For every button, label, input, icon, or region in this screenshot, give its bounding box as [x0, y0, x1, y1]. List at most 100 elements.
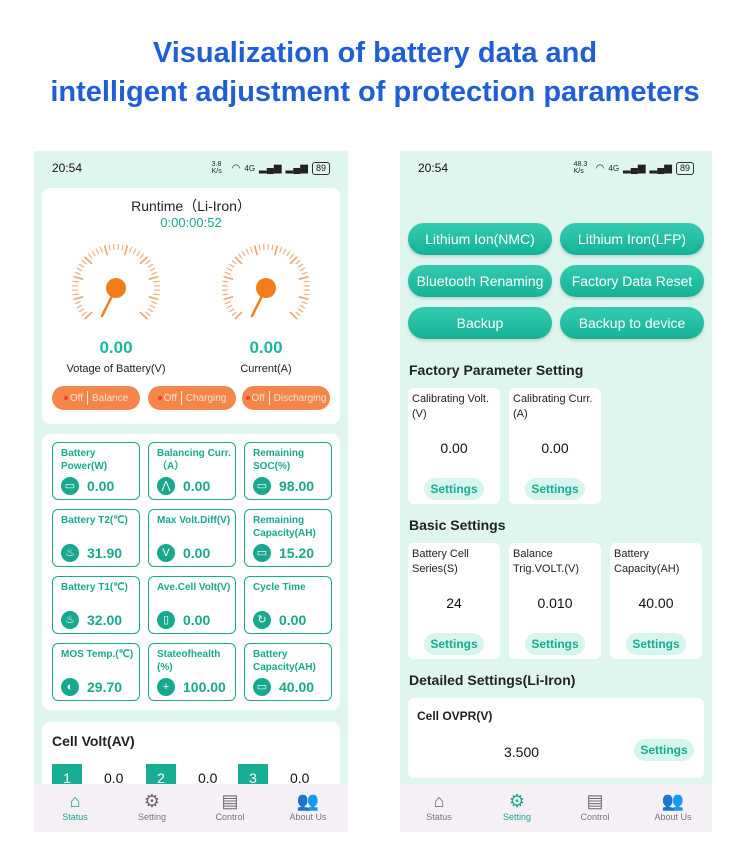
- battery-icon: ▭: [253, 678, 271, 696]
- nav-label: Setting: [502, 812, 532, 822]
- home-icon: ⌂: [433, 791, 445, 811]
- current-label: Current(A): [240, 363, 292, 375]
- metric-value: 0.00: [183, 478, 211, 494]
- battery-icon: ▭: [253, 477, 271, 495]
- metric-label: Remaining Capacity(AH): [253, 515, 316, 539]
- status-time: 20:54: [418, 161, 449, 175]
- toggle-label: Charging: [185, 392, 227, 404]
- control-icon: ▤: [221, 791, 239, 811]
- bluetooth-renaming-button[interactable]: Bluetooth Renaming: [408, 265, 552, 297]
- metric-value: 98.00: [279, 478, 315, 494]
- factory-data-reset-button[interactable]: Factory Data Reset: [560, 265, 704, 297]
- cell-ovpr-settings-button[interactable]: Settings: [634, 739, 694, 761]
- voltage-value: 0.00: [99, 338, 133, 357]
- charging-toggle[interactable]: Off Charging: [148, 386, 236, 410]
- gear-icon: ⚙: [143, 791, 161, 811]
- metric-value: 100.00: [183, 679, 226, 695]
- backup-button[interactable]: Backup: [408, 307, 552, 339]
- metric-tile: Cycle Time ↻ 0.00: [244, 576, 332, 634]
- toggle-label: Balance: [92, 392, 129, 404]
- battery-capacity-card: Battery Capacity(AH) 40.00 Settings: [610, 543, 702, 659]
- metric-tile: Battery T1(℃) ♨ 32.00: [52, 576, 140, 634]
- metric-value: 0.00: [183, 612, 211, 628]
- settings-button[interactable]: Settings: [626, 633, 686, 655]
- signal-bars-icon-2: ▂▄▆: [649, 162, 672, 174]
- health-icon: +: [157, 678, 175, 696]
- metric-label: Ave.Cell Volt(V): [157, 582, 231, 593]
- settings-button[interactable]: Settings: [424, 478, 484, 500]
- metric-value: 0.00: [183, 545, 211, 561]
- toggle-state: Off: [251, 392, 265, 404]
- nav-status[interactable]: ⌂ Status: [36, 790, 114, 822]
- nav-label: Status: [426, 812, 452, 822]
- nav-setting[interactable]: ⚙ Setting: [478, 790, 556, 822]
- calibrating-volt-card: Calibrating Volt.(V) 0.00 Settings: [408, 388, 500, 504]
- metric-value: 15.20: [279, 545, 315, 561]
- metric-value: 40.00: [279, 679, 315, 695]
- bottom-nav: ⌂ Status ⚙ Setting ▤ Control 👥 About Us: [400, 784, 712, 832]
- metric-tile: Ave.Cell Volt(V) ▯ 0.00: [148, 576, 236, 634]
- detailed-section-title: Detailed Settings(Li-Iron): [409, 672, 576, 688]
- metric-value: 0.00: [87, 478, 115, 494]
- headline-line-1: Visualization of battery data and: [152, 37, 598, 69]
- lithium-ion-nmc-button[interactable]: Lithium Ion(NMC): [408, 223, 552, 255]
- discharging-toggle[interactable]: Off Discharging: [242, 386, 330, 410]
- metric-label: MOS Temp.(℃): [61, 649, 134, 660]
- status-dot-icon: [63, 396, 68, 400]
- battery-icon: ▭: [253, 544, 271, 562]
- cell-icon: ▯: [157, 611, 175, 629]
- cell-ovpr-value: 3.500: [504, 744, 540, 760]
- nav-about[interactable]: 👥 About Us: [634, 790, 712, 822]
- nav-about[interactable]: 👥 About Us: [269, 790, 347, 822]
- status-time: 20:54: [52, 161, 83, 175]
- metric-tile: Remaining Capacity(AH) ▭ 15.20: [244, 509, 332, 567]
- headline-line-2: intelligent adjustment of protection par…: [50, 76, 700, 108]
- metric-tile: Remaining SOC(%) ▭ 98.00: [244, 442, 332, 500]
- thermometer-icon: ♨: [61, 544, 79, 562]
- status-bar: 20:54 3.8 K/s ◠ 4G ▂▄▆ ▂▄▆ 89: [34, 151, 348, 185]
- balance-toggle[interactable]: Off Balance: [52, 386, 140, 410]
- cell-2-value: 0.0: [198, 770, 218, 786]
- toggle-state: Off: [69, 392, 83, 404]
- metric-tile: Battery T2(℃) ♨ 31.90: [52, 509, 140, 567]
- nav-label: Setting: [137, 812, 167, 822]
- metric-label: Balancing Curr.（A）: [157, 448, 231, 472]
- backup-to-device-button[interactable]: Backup to device: [560, 307, 704, 339]
- thermometer-icon: ♨: [61, 611, 79, 629]
- nav-setting[interactable]: ⚙ Setting: [113, 790, 191, 822]
- signal-bars-icon: ▂▄▆: [623, 162, 646, 174]
- balance-trig-card: Balance Trig.VOLT.(V) 0.010 Settings: [509, 543, 601, 659]
- wifi-icon: ◠: [595, 162, 605, 174]
- nav-control[interactable]: ▤ Control: [556, 790, 634, 822]
- param-label: Battery Capacity(AH): [614, 548, 680, 575]
- nav-status[interactable]: ⌂ Status: [400, 790, 478, 822]
- settings-button[interactable]: Settings: [525, 633, 585, 655]
- nav-control[interactable]: ▤ Control: [191, 790, 269, 822]
- lithium-iron-lfp-button[interactable]: Lithium Iron(LFP): [560, 223, 704, 255]
- status-dot-icon: [157, 396, 162, 400]
- nav-label: Control: [580, 812, 610, 822]
- param-label: Balance Trig.VOLT.(V): [513, 548, 580, 575]
- metric-label: Cycle Time: [253, 582, 306, 593]
- metric-label: Battery T2(℃): [61, 515, 128, 526]
- metric-tile: Battery Power(W) ▭ 0.00: [52, 442, 140, 500]
- basic-section-title: Basic Settings: [409, 517, 506, 533]
- metric-label: Battery T1(℃): [61, 582, 128, 593]
- metric-tile: Stateofhealth (%) +100.00: [148, 643, 236, 701]
- nav-label: Status: [62, 812, 88, 822]
- settings-button[interactable]: Settings: [525, 478, 585, 500]
- gear-icon: ⚙: [508, 791, 526, 811]
- metric-value: 32.00: [87, 612, 123, 628]
- metric-label: Battery Capacity(AH): [253, 649, 316, 673]
- net-speed: 3.8 K/s: [211, 161, 222, 175]
- bottom-nav: ⌂ Status ⚙ Setting ▤ Control 👥 About Us: [34, 784, 348, 832]
- settings-button[interactable]: Settings: [424, 633, 484, 655]
- cycle-icon: ↻: [253, 611, 271, 629]
- home-icon: ⌂: [69, 791, 81, 811]
- factory-section-title: Factory Parameter Setting: [409, 362, 584, 378]
- metric-tile: MOS Temp.(℃) ◐ 29.70: [52, 643, 140, 701]
- param-label: Calibrating Volt.(V): [412, 393, 490, 420]
- cell-3-value: 0.0: [290, 770, 310, 786]
- metric-label: Battery Power(W): [61, 448, 108, 472]
- net-speed: 48.3 K/s: [573, 161, 588, 175]
